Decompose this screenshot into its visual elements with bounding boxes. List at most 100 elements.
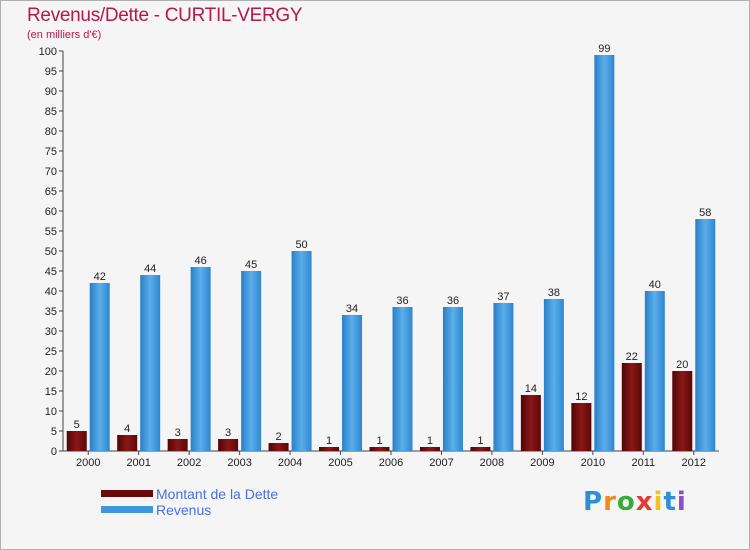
data-label: 3 (175, 427, 181, 439)
data-label: 42 (94, 271, 106, 283)
data-label: 1 (427, 435, 433, 447)
y-tick-label: 45 (45, 266, 57, 278)
data-label: 99 (598, 43, 610, 55)
logo-letter: i (676, 487, 687, 517)
x-tick-label: 2010 (581, 457, 605, 469)
bar-revenus (140, 275, 161, 451)
bar-revenus (291, 251, 312, 451)
y-tick-label: 60 (45, 206, 57, 218)
bar-revenus (695, 219, 716, 451)
legend-swatch-dette (101, 490, 153, 497)
data-label: 12 (575, 391, 587, 403)
logo-letter: t (663, 487, 677, 517)
y-tick-label: 5 (51, 426, 57, 438)
data-label: 5 (74, 419, 80, 431)
x-tick-label: 2011 (631, 457, 655, 469)
y-tick-label: 80 (45, 126, 57, 138)
x-tick-label: 2006 (379, 457, 403, 469)
bar-revenus (493, 303, 514, 451)
data-label: 4 (124, 423, 130, 435)
data-label: 40 (649, 279, 661, 291)
x-tick-label: 2007 (429, 457, 453, 469)
x-tick-label: 2001 (126, 457, 150, 469)
x-tick-label: 2009 (530, 457, 554, 469)
data-label: 36 (396, 295, 408, 307)
logo-letter: P (583, 487, 604, 517)
data-label: 45 (245, 259, 257, 271)
legend-swatch-revenus (101, 506, 153, 513)
bar-dette (369, 447, 390, 451)
x-tick-label: 2005 (328, 457, 352, 469)
y-tick-label: 70 (45, 166, 57, 178)
data-label: 58 (699, 207, 711, 219)
x-tick-label: 2002 (177, 457, 201, 469)
bar-dette (621, 363, 642, 451)
x-tick-label: 2003 (227, 457, 251, 469)
proxiti-logo: Proxiti (583, 487, 687, 517)
bar-dette (167, 439, 188, 451)
bar-dette (218, 439, 239, 451)
bar-dette (117, 435, 138, 451)
y-tick-label: 10 (45, 406, 57, 418)
y-tick-label: 75 (45, 146, 57, 158)
y-tick-label: 95 (45, 66, 57, 78)
logo-letter: o (616, 487, 636, 517)
y-tick-label: 85 (45, 106, 57, 118)
bar-revenus (442, 307, 463, 451)
bar-dette (672, 371, 693, 451)
data-label: 44 (144, 263, 156, 275)
y-tick-label: 15 (45, 386, 57, 398)
data-label: 36 (447, 295, 459, 307)
bar-dette (520, 395, 541, 451)
bar-dette (66, 431, 87, 451)
x-tick-label: 2008 (480, 457, 504, 469)
bar-revenus (392, 307, 413, 451)
bar-revenus (89, 283, 110, 451)
bar-revenus (190, 267, 211, 451)
data-label: 1 (477, 435, 483, 447)
y-tick-label: 55 (45, 226, 57, 238)
chart-title: Revenus/Dette - CURTIL-VERGY (27, 5, 303, 26)
x-tick-label: 2000 (76, 457, 100, 469)
bar-dette (419, 447, 440, 451)
y-tick-label: 90 (45, 86, 57, 98)
data-label: 20 (676, 359, 688, 371)
data-label: 3 (225, 427, 231, 439)
bar-revenus (342, 315, 363, 451)
legend-label-revenus: Revenus (156, 502, 212, 518)
bar-revenus (594, 55, 615, 451)
bar-dette (268, 443, 289, 451)
data-label: 50 (295, 239, 307, 251)
bar-dette (319, 447, 340, 451)
x-tick-label: 2012 (682, 457, 706, 469)
y-tick-label: 65 (45, 186, 57, 198)
y-tick-label: 40 (45, 286, 57, 298)
y-tick-label: 35 (45, 306, 57, 318)
y-tick-label: 0 (51, 446, 57, 458)
bar-dette (470, 447, 491, 451)
data-label: 1 (326, 435, 332, 447)
y-tick-label: 50 (45, 246, 57, 258)
data-label: 1 (376, 435, 382, 447)
data-label: 14 (525, 383, 537, 395)
bar-revenus (543, 299, 564, 451)
bar-dette (571, 403, 592, 451)
logo-letter: x (635, 487, 654, 517)
data-label: 34 (346, 303, 358, 315)
logo-letter: i (653, 487, 664, 517)
data-label: 46 (195, 255, 207, 267)
data-label: 22 (626, 351, 638, 363)
y-tick-label: 30 (45, 326, 57, 338)
chart-subtitle: (en milliers d'€) (27, 29, 102, 41)
y-tick-label: 100 (39, 46, 57, 58)
logo-letter: r (603, 487, 617, 517)
legend-label-dette: Montant de la Dette (156, 486, 279, 502)
data-label: 2 (276, 431, 282, 443)
bar-revenus (644, 291, 665, 451)
x-tick-label: 2004 (278, 457, 302, 469)
y-tick-label: 25 (45, 346, 57, 358)
data-label: 37 (497, 291, 509, 303)
y-tick-label: 20 (45, 366, 57, 378)
